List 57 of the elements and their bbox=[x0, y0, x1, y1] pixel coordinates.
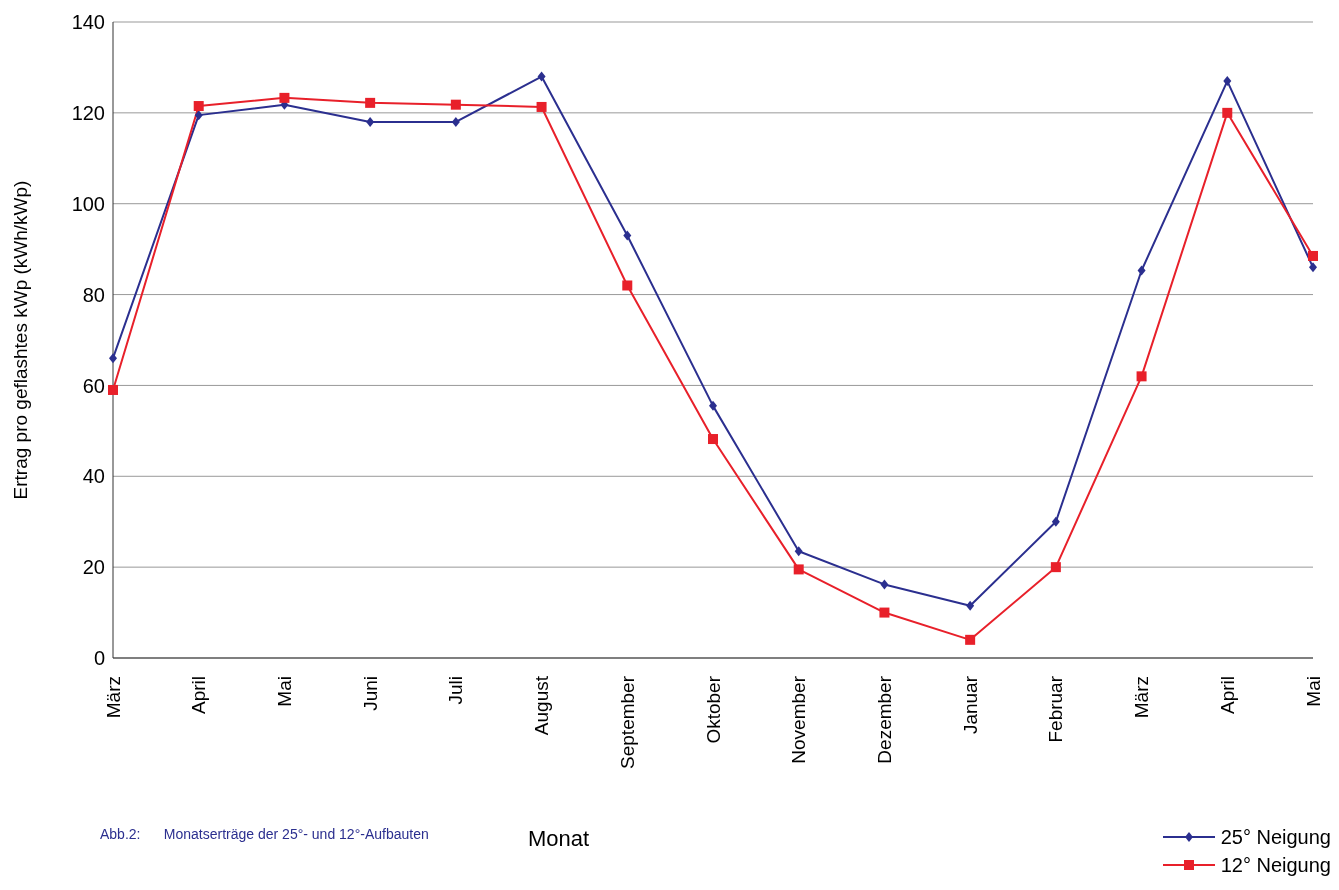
point bbox=[709, 400, 717, 411]
point bbox=[1050, 562, 1061, 573]
y-tick-label: 80 bbox=[82, 283, 105, 306]
x-tick-label: September bbox=[616, 675, 638, 769]
x-tick-label: April bbox=[188, 676, 210, 715]
point bbox=[194, 110, 203, 121]
point bbox=[879, 607, 890, 618]
point bbox=[965, 634, 976, 645]
y-tick-label: 120 bbox=[71, 101, 105, 124]
point bbox=[366, 116, 375, 127]
point bbox=[1308, 250, 1318, 261]
y-tick-label: 20 bbox=[82, 556, 105, 579]
x-tick-label: April bbox=[1216, 676, 1238, 715]
point bbox=[622, 280, 633, 291]
point bbox=[451, 116, 460, 127]
point bbox=[109, 353, 117, 364]
point bbox=[279, 92, 290, 103]
x-tick-label: Dezember bbox=[873, 675, 895, 764]
x-tick-label: Januar bbox=[959, 675, 981, 735]
y-tick-label: 0 bbox=[93, 647, 105, 670]
x-tick-label: Mai bbox=[273, 676, 295, 707]
x-tick-label: Oktober bbox=[702, 675, 724, 744]
point bbox=[794, 546, 803, 557]
point bbox=[793, 564, 804, 575]
y-tick-label: 100 bbox=[71, 192, 105, 215]
y-tick-label: 140 bbox=[71, 11, 105, 34]
y-tick-label: 40 bbox=[82, 465, 105, 488]
point bbox=[1137, 265, 1146, 276]
point bbox=[1136, 371, 1147, 382]
point bbox=[450, 99, 461, 110]
x-tick-label: Mai bbox=[1302, 676, 1324, 707]
point bbox=[623, 230, 632, 241]
x-tick-label: November bbox=[788, 675, 810, 764]
x-tick-label: Juli bbox=[445, 676, 467, 705]
point bbox=[1222, 107, 1233, 118]
x-tick-label: März bbox=[102, 676, 124, 719]
point bbox=[1223, 76, 1232, 87]
x-axis-title: Monat bbox=[528, 826, 590, 852]
point bbox=[537, 71, 546, 82]
caption: Abb.2: Monatserträge der 25°- und 12°-Aufbauten bbox=[100, 826, 429, 842]
point bbox=[108, 384, 118, 395]
point bbox=[966, 600, 975, 611]
point bbox=[536, 101, 547, 112]
y-axis-title: Ertrag pro geflashtes kWp (kWh/kWp) bbox=[9, 180, 31, 500]
legend-label: 12° Neigung bbox=[1220, 853, 1331, 877]
point bbox=[193, 101, 204, 112]
x-tick-label: März bbox=[1131, 676, 1153, 719]
legend-label: 25° Neigung bbox=[1220, 825, 1331, 849]
point bbox=[1051, 516, 1060, 527]
y-tick-label: 60 bbox=[82, 374, 105, 397]
x-tick-label: Februar bbox=[1045, 675, 1067, 743]
point bbox=[880, 579, 889, 590]
x-tick-label: Juni bbox=[359, 676, 381, 711]
point bbox=[1309, 262, 1317, 273]
x-tick-label: August bbox=[531, 675, 553, 736]
point bbox=[365, 97, 376, 108]
point bbox=[708, 434, 718, 445]
